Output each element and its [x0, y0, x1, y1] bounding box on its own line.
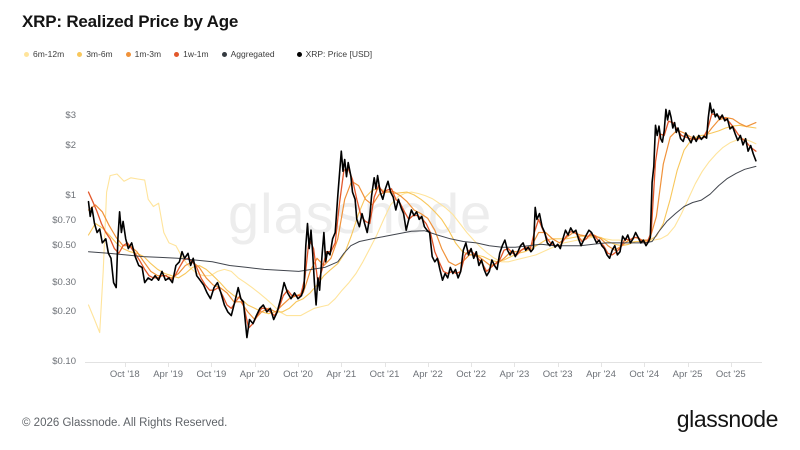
legend-item-aggregated[interactable]: Aggregated [221, 49, 275, 59]
x-tick-mark [168, 363, 170, 367]
x-tick-label: Apr '25 [672, 369, 703, 380]
x-tick-label: Oct '23 [542, 369, 573, 380]
x-tick-mark [600, 363, 602, 367]
legend-dot-icon [125, 51, 131, 57]
legend-dot-icon [77, 51, 83, 57]
x-tick-mark [471, 363, 473, 367]
x-tick-mark [730, 363, 732, 367]
legend-item-3m-6m[interactable]: 3m-6m [77, 49, 113, 59]
legend-item-6m-12m[interactable]: 6m-12m [24, 49, 64, 59]
y-tick-label: $0.30 [52, 276, 76, 288]
legend-dot-icon [221, 51, 227, 57]
legend-item-label: 1w-1m [183, 49, 209, 59]
x-tick-label: Oct '21 [369, 369, 400, 380]
x-tick-mark [514, 363, 516, 367]
legend-item-label: 1m-3m [134, 49, 162, 59]
x-tick-label: Oct '22 [456, 369, 487, 380]
price-chart-svg [85, 102, 762, 363]
glassnode-logo: glassnode [676, 406, 779, 432]
x-tick-mark [254, 363, 256, 367]
x-tick-label: Oct '24 [629, 369, 660, 380]
legend-dot-icon [24, 51, 29, 57]
legend-item-label: Aggregated [230, 49, 275, 59]
chart-legend: 6m-12m 3m-6m 1m-3m 1w-1m Aggregated XRP: Pric… [24, 49, 385, 59]
x-tick-label: Apr '23 [499, 369, 530, 380]
x-tick-label: Apr '20 [239, 369, 270, 380]
y-tick-label: $0.50 [52, 239, 76, 251]
x-tick-label: Apr '24 [586, 369, 616, 380]
legend-item-label: 6m-12m [33, 49, 65, 59]
x-tick-mark [644, 363, 646, 367]
copyright-text: © 2026 Glassnode. All Rights Reserved. [22, 417, 228, 429]
y-tick-label: $1 [65, 189, 76, 201]
y-tick-label: $0.10 [52, 355, 76, 367]
legend-dot-icon [174, 51, 180, 57]
x-tick-label: Oct '25 [715, 369, 746, 380]
x-tick-label: Apr '19 [153, 369, 184, 380]
y-tick-label: $0.70 [52, 215, 76, 227]
y-tick-label: $0.20 [52, 305, 76, 317]
x-tick-mark [557, 363, 559, 367]
x-tick-mark [687, 363, 689, 367]
series-xrp-price-line [87, 102, 757, 339]
x-tick-mark [427, 363, 429, 367]
legend-dot-icon [296, 51, 302, 57]
x-tick-mark [384, 363, 386, 367]
legend-item-xrp-price-usd[interactable]: XRP: Price [USD] [296, 49, 373, 59]
x-tick-mark [297, 363, 299, 367]
x-tick-label: Oct '18 [109, 369, 140, 380]
legend-item-1w-1m[interactable]: 1w-1m [174, 49, 209, 59]
legend-item-label: 3m-6m [86, 49, 113, 59]
legend-item-label: XRP: Price [USD] [305, 49, 373, 59]
x-tick-label: Apr '22 [412, 369, 443, 380]
x-tick-label: Oct '20 [283, 369, 313, 380]
chart-plot-area[interactable] [85, 95, 762, 363]
y-tick-label: $2 [65, 139, 76, 151]
x-tick-mark [341, 363, 343, 367]
x-tick-label: Apr '21 [326, 369, 357, 380]
glassnode-watermark: glassnode [228, 182, 493, 245]
x-tick-label: Oct '19 [196, 369, 227, 380]
x-tick-mark [211, 363, 213, 367]
y-tick-label: $3 [65, 110, 76, 122]
page-title: XRP: Realized Price by Age [22, 12, 239, 31]
series-aggregated-line [88, 165, 757, 272]
x-tick-mark [124, 363, 126, 367]
legend-item-1m-3m[interactable]: 1m-3m [125, 49, 162, 59]
